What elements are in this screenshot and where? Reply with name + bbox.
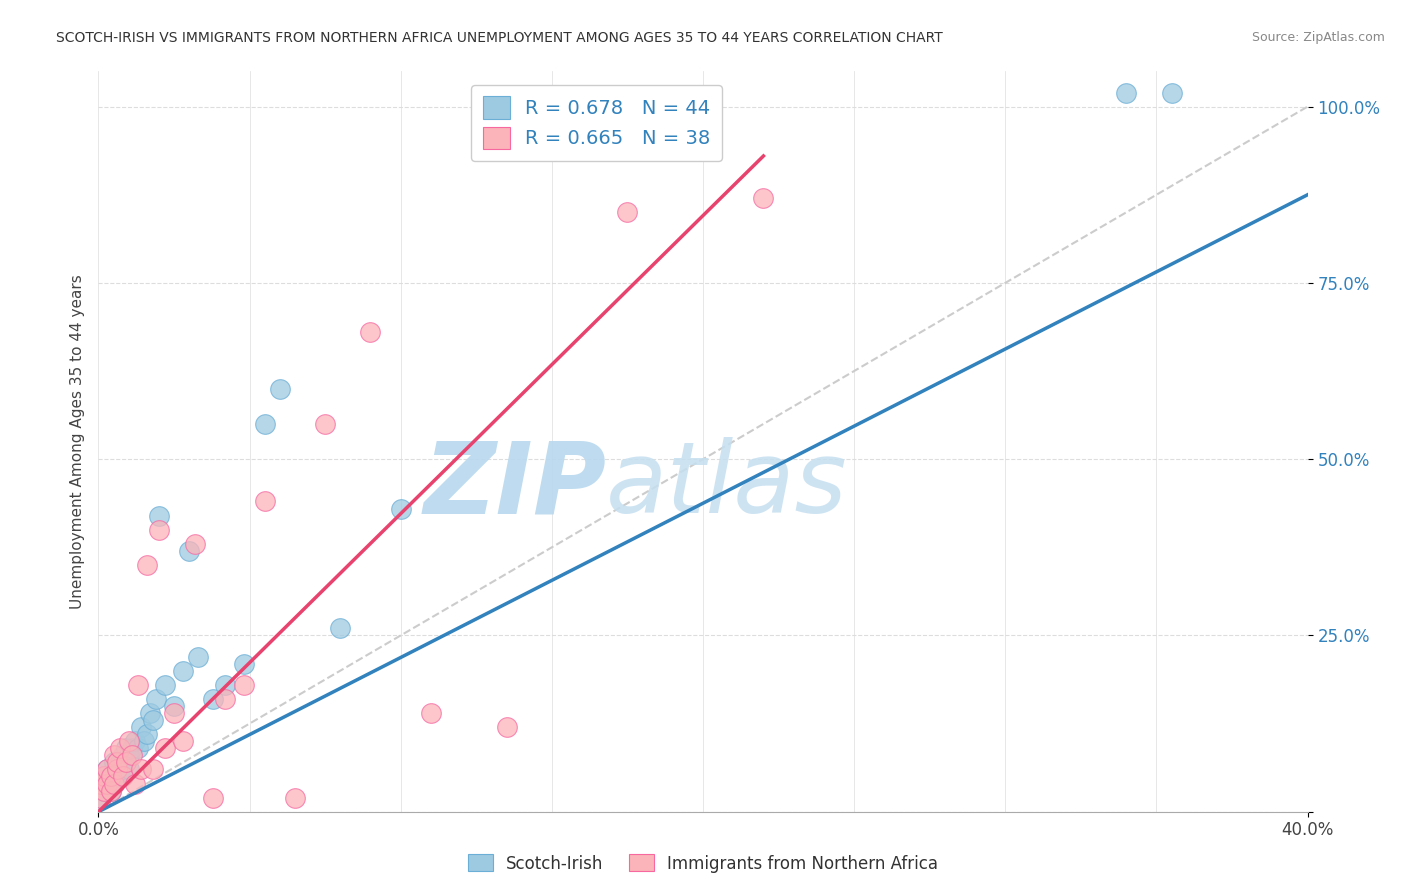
Point <box>132 734 155 748</box>
Point <box>105 763 128 777</box>
Point <box>179 544 201 558</box>
Text: Source: ZipAtlas.com: Source: ZipAtlas.com <box>1251 31 1385 45</box>
Point <box>752 191 775 205</box>
Point <box>108 769 131 783</box>
Point <box>202 790 225 805</box>
Point <box>103 756 125 770</box>
Point <box>135 558 157 572</box>
Point <box>269 382 291 396</box>
Point <box>108 741 131 756</box>
Point <box>172 664 194 678</box>
Point <box>100 769 122 783</box>
Y-axis label: Unemployment Among Ages 35 to 44 years: Unemployment Among Ages 35 to 44 years <box>69 274 84 609</box>
Point <box>214 678 236 692</box>
Point <box>187 649 209 664</box>
Point <box>124 776 146 790</box>
Point <box>214 692 236 706</box>
Point <box>114 741 136 756</box>
Point <box>135 727 157 741</box>
Point <box>172 734 194 748</box>
Point <box>148 508 170 523</box>
Point <box>111 769 134 783</box>
Text: ZIP: ZIP <box>423 437 606 534</box>
Point <box>329 621 352 635</box>
Point <box>111 763 134 777</box>
Point <box>124 734 146 748</box>
Point <box>114 756 136 770</box>
Point <box>93 769 115 783</box>
Point <box>105 756 128 770</box>
Point <box>105 763 128 777</box>
Point <box>163 706 186 720</box>
Point <box>103 776 125 790</box>
Point <box>121 748 143 763</box>
Point <box>420 706 443 720</box>
Point <box>93 769 115 783</box>
Point <box>142 763 165 777</box>
Point <box>103 776 125 790</box>
Point <box>139 706 162 720</box>
Point <box>96 776 118 790</box>
Point <box>105 769 128 783</box>
Point <box>121 741 143 756</box>
Point <box>1160 86 1182 100</box>
Point <box>108 756 131 770</box>
Point <box>96 776 118 790</box>
Point <box>127 741 149 756</box>
Point <box>232 678 254 692</box>
Point <box>202 692 225 706</box>
Point <box>153 741 176 756</box>
Point <box>118 734 141 748</box>
Point <box>184 537 207 551</box>
Point <box>253 494 276 508</box>
Point <box>118 763 141 777</box>
Legend: Scotch-Irish, Immigrants from Northern Africa: Scotch-Irish, Immigrants from Northern A… <box>461 847 945 880</box>
Point <box>100 783 122 797</box>
Point <box>360 325 382 339</box>
Point <box>118 748 141 763</box>
Point <box>90 776 112 790</box>
Point <box>129 720 152 734</box>
Point <box>90 790 112 805</box>
Point <box>100 769 122 783</box>
Text: atlas: atlas <box>606 437 848 534</box>
Point <box>93 783 115 797</box>
Point <box>616 205 638 219</box>
Point <box>389 501 412 516</box>
Point <box>495 720 517 734</box>
Point <box>103 748 125 763</box>
Point <box>1115 86 1137 100</box>
Point <box>142 713 165 727</box>
Point <box>90 790 112 805</box>
Point <box>100 783 122 797</box>
Point <box>90 776 112 790</box>
Point <box>163 698 186 713</box>
Point <box>96 763 118 777</box>
Point <box>145 692 167 706</box>
Point <box>129 763 152 777</box>
Point <box>314 417 336 431</box>
Point <box>153 678 176 692</box>
Point <box>127 678 149 692</box>
Point <box>253 417 276 431</box>
Point <box>148 523 170 537</box>
Point <box>111 748 134 763</box>
Legend: R = 0.678   N = 44, R = 0.665   N = 38: R = 0.678 N = 44, R = 0.665 N = 38 <box>471 85 723 161</box>
Point <box>93 783 115 797</box>
Point <box>96 763 118 777</box>
Point <box>232 657 254 671</box>
Text: SCOTCH-IRISH VS IMMIGRANTS FROM NORTHERN AFRICA UNEMPLOYMENT AMONG AGES 35 TO 44: SCOTCH-IRISH VS IMMIGRANTS FROM NORTHERN… <box>56 31 943 45</box>
Point <box>284 790 307 805</box>
Point <box>114 756 136 770</box>
